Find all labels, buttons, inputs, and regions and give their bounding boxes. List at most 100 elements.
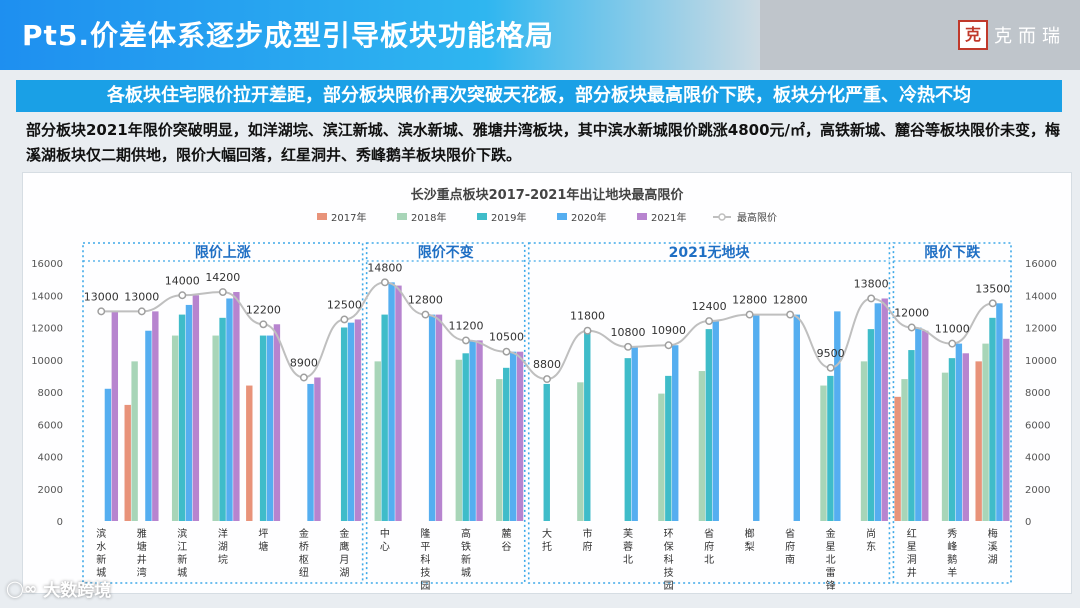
max-price-label-1: 13000 xyxy=(84,290,119,303)
max-price-marker-10 xyxy=(462,336,470,345)
category-label-11-char-2: 谷 xyxy=(501,541,511,553)
max-price-label-14: 10800 xyxy=(611,326,646,339)
y-tick-left: 14000 xyxy=(31,291,63,302)
max-price-marker-4 xyxy=(218,288,227,296)
bar-5-21 xyxy=(922,330,929,521)
category-label-2-char-2: 塘 xyxy=(137,540,147,553)
bar-2-10 xyxy=(455,359,463,521)
category-label-12-char-1: 大 xyxy=(542,527,552,540)
group-box-2 xyxy=(365,242,526,584)
y-tick-right: 16000 xyxy=(1025,259,1057,270)
bar-4-7 xyxy=(347,322,355,521)
category-label-14-char-2: 蓉 xyxy=(623,540,633,553)
max-price-label-13: 11800 xyxy=(570,310,605,323)
bar-4-22 xyxy=(955,343,963,521)
bar-3-20 xyxy=(867,329,875,521)
category-label-4-char-1: 洋 xyxy=(218,527,228,540)
max-price-marker-21 xyxy=(907,323,916,332)
category-label-15-char-4: 技 xyxy=(664,566,674,579)
bar-3-22 xyxy=(948,358,956,521)
group-box-3 xyxy=(527,242,891,584)
bar-2-2 xyxy=(131,361,138,521)
legend-label-2: 2018年 xyxy=(411,211,446,224)
bar-3-13 xyxy=(584,330,591,521)
max-price-marker-9 xyxy=(421,310,430,319)
max-price-marker-22 xyxy=(948,339,957,348)
bar-3-19 xyxy=(827,375,834,521)
max-price-label-6: 8900 xyxy=(290,356,318,369)
category-label-11-char-1: 麓 xyxy=(501,527,511,540)
max-price-label-8: 14800 xyxy=(367,261,402,274)
category-label-22-char-1: 秀 xyxy=(947,528,957,540)
max-price-label-20: 13800 xyxy=(854,277,889,290)
category-label-15-char-2: 保 xyxy=(664,540,674,553)
page-title: Pt5.价差体系逐步成型引导板块功能格局 xyxy=(22,19,555,52)
bar-3-16 xyxy=(705,329,713,521)
category-label-19-char-4: 雷 xyxy=(826,567,836,579)
category-label-6-char-1: 金 xyxy=(299,527,309,540)
category-label-12-char-2: 托 xyxy=(542,540,552,553)
max-price-marker-8 xyxy=(380,278,389,287)
bar-4-15 xyxy=(672,345,679,521)
category-label-16-char-3: 北 xyxy=(704,554,714,566)
max-price-label-4: 14200 xyxy=(205,271,240,284)
bar-4-18 xyxy=(793,314,800,521)
bar-1-23 xyxy=(975,361,982,521)
max-price-label-12: 8800 xyxy=(533,358,561,371)
category-label-22-char-3: 鹅 xyxy=(947,553,957,566)
max-price-marker-6 xyxy=(299,373,308,382)
category-label-6-char-2: 桥 xyxy=(299,541,309,553)
bar-2-8 xyxy=(374,361,381,521)
max-price-label-10: 11200 xyxy=(448,319,483,332)
bar-2-16 xyxy=(698,371,706,521)
brand-seal-icon: 克 xyxy=(958,20,988,50)
bar-4-11 xyxy=(509,351,517,521)
bar-4-16 xyxy=(712,321,719,521)
bar-5-5 xyxy=(273,324,281,521)
category-label-19-char-3: 北 xyxy=(826,554,836,566)
category-label-9-char-3: 科 xyxy=(420,553,430,566)
bar-3-8 xyxy=(381,314,388,521)
max-price-marker-11 xyxy=(502,347,511,356)
y-tick-left: 0 xyxy=(57,517,63,528)
y-tick-left: 4000 xyxy=(38,453,63,464)
max-price-marker-5 xyxy=(259,320,268,329)
category-label-15-char-5: 园 xyxy=(664,580,674,592)
bar-1-5 xyxy=(246,385,253,521)
category-label-15-char-3: 科 xyxy=(664,553,674,566)
max-price-marker-3 xyxy=(178,291,187,300)
y-tick-left: 8000 xyxy=(38,388,63,399)
bar-4-17 xyxy=(753,314,760,521)
bar-4-19 xyxy=(834,311,841,521)
legend-label-6: 最高限价 xyxy=(737,211,777,224)
max-price-marker-18 xyxy=(786,310,795,319)
y-tick-right: 12000 xyxy=(1025,324,1057,335)
category-label-10-char-1: 高 xyxy=(461,527,471,540)
category-label-19-char-1: 金 xyxy=(826,527,836,540)
bar-5-1 xyxy=(111,311,119,521)
category-label-1-char-2: 水 xyxy=(96,541,106,553)
bar-4-10 xyxy=(469,340,476,521)
category-label-15-char-1: 环 xyxy=(664,529,674,540)
bar-3-23 xyxy=(989,317,996,521)
max-price-label-11: 10500 xyxy=(489,331,524,344)
category-label-8-char-2: 心 xyxy=(380,541,390,553)
category-label-6-char-3: 枢 xyxy=(299,553,309,566)
max-price-label-16: 12400 xyxy=(692,300,727,313)
max-price-marker-1 xyxy=(97,307,106,316)
category-label-1-char-4: 城 xyxy=(96,567,106,579)
bar-4-1 xyxy=(104,388,112,521)
bar-3-12 xyxy=(543,383,550,521)
bar-4-6 xyxy=(307,383,314,521)
category-label-10-char-3: 新 xyxy=(461,553,471,566)
bar-3-14 xyxy=(624,358,631,521)
category-label-13-char-2: 府 xyxy=(583,540,593,553)
category-label-9-char-5: 园 xyxy=(420,580,430,592)
category-label-21-char-3: 洞 xyxy=(907,554,917,566)
legend-swatch-2 xyxy=(397,213,407,220)
bar-4-14 xyxy=(631,346,638,521)
price-chart: 长沙重点板块2017-2021年出让地块最高限价 2017年 2018年 2019年 2… xyxy=(31,187,1057,592)
bar-5-9 xyxy=(435,314,443,521)
category-label-2-char-1: 雅 xyxy=(137,527,147,540)
watermark: ◯∞ 大数跨境 xyxy=(6,576,111,601)
